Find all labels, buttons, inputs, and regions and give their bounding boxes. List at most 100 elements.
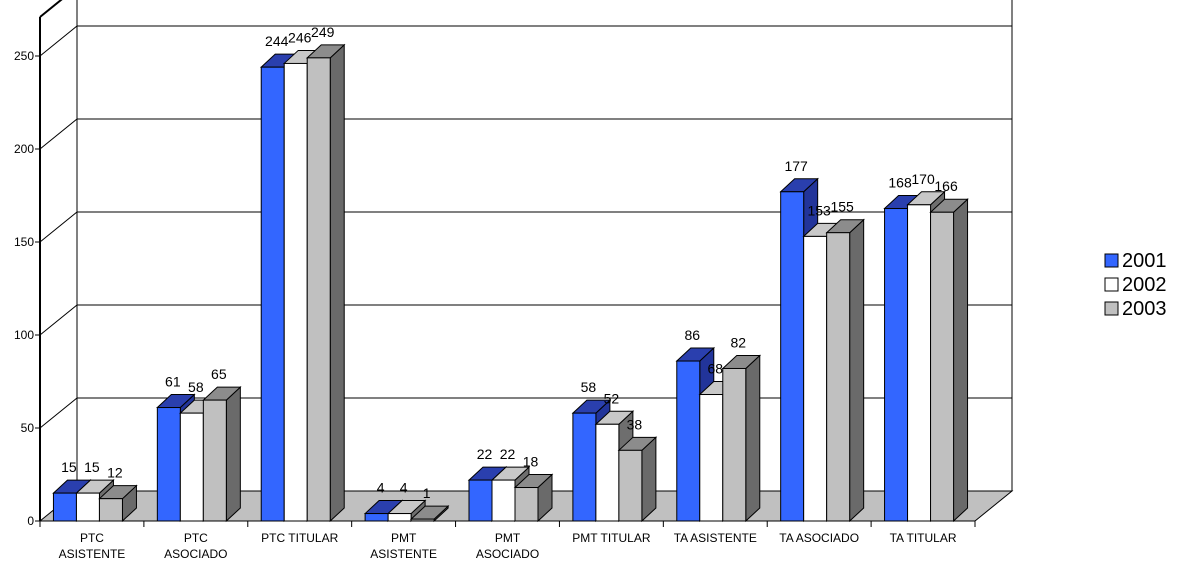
bar-front-face xyxy=(572,412,597,522)
bar-front-face xyxy=(907,204,932,522)
data-label-ta-asistente-2001: 86 xyxy=(684,327,700,343)
gridline-150 xyxy=(39,211,1012,243)
data-label-ptc-asociado-2001: 61 xyxy=(165,374,181,390)
data-label-ta-asistente-2003: 82 xyxy=(730,334,746,350)
category-labels: PTC ASISTENTE PTC ASOCIADO PTC TITULAR PMT ASI… xyxy=(59,531,957,561)
category-label-ta-asociado: TA ASOCIADO xyxy=(779,531,859,545)
bar-ptc-asistente-2003 xyxy=(98,484,138,523)
data-label-ptc-asociado-2002: 58 xyxy=(188,379,204,395)
data-label-pmt-titular-2001: 58 xyxy=(581,379,597,395)
bar-pmt-asistente-2003 xyxy=(409,504,450,523)
data-label-pmt-asistente-2002: 4 xyxy=(400,480,408,496)
gridlines xyxy=(39,25,1012,429)
bars xyxy=(52,43,969,523)
y-tick-label-250: 250 xyxy=(14,49,34,63)
data-label-ptc-titular-2003: 249 xyxy=(311,24,335,40)
gridline-200 xyxy=(39,118,1012,150)
bar-front-face xyxy=(884,208,909,522)
bar-ta-titular-2003 xyxy=(929,198,969,523)
bar-front-face xyxy=(618,449,643,522)
side-wall-top-edge xyxy=(39,0,63,18)
bar-front-face xyxy=(780,191,805,522)
bar-side-face xyxy=(329,43,345,523)
data-label-ptc-titular-2002: 246 xyxy=(288,29,312,45)
data-label-ta-asociado-2003: 155 xyxy=(830,199,854,215)
bar-front-face xyxy=(306,57,331,522)
data-label-ptc-titular-2001: 244 xyxy=(265,33,289,49)
bar-front-face xyxy=(595,423,620,522)
bar-front-face xyxy=(156,407,181,522)
bar-front-face xyxy=(387,513,412,522)
bar-ptc-asociado-2003 xyxy=(202,385,242,523)
data-label-pmt-asociado-2001: 22 xyxy=(477,446,493,462)
bar-front-face xyxy=(491,479,516,522)
bar-front-face xyxy=(930,211,955,522)
y-tick-label-150: 150 xyxy=(14,235,34,249)
bar-side-face xyxy=(225,385,241,523)
bar-front-face xyxy=(803,235,828,522)
bar-pmt-asociado-2003 xyxy=(513,473,554,523)
bar-front-face xyxy=(364,513,389,522)
data-label-ta-asociado-2001: 177 xyxy=(784,158,808,174)
bar-front-face xyxy=(676,360,701,522)
y-tick-label-100: 100 xyxy=(14,328,34,342)
data-label-pmt-asociado-2003: 18 xyxy=(523,454,539,470)
category-label-ptc-titular: PTC TITULAR xyxy=(261,531,338,545)
bar-front-face xyxy=(468,479,493,522)
bar-ta-asistente-2003 xyxy=(721,354,762,523)
data-label-ptc-asistente-2002: 15 xyxy=(84,459,100,475)
bar-side-face xyxy=(745,354,761,523)
data-label-ta-titular-2002: 170 xyxy=(911,171,935,187)
bar-front-face xyxy=(75,492,100,522)
bar-ta-asociado-2003 xyxy=(825,218,865,523)
bar-front-face xyxy=(179,412,204,522)
bar-front-face xyxy=(722,367,747,522)
y-tick-label-50: 50 xyxy=(21,421,35,435)
data-label-pmt-titular-2003: 38 xyxy=(627,416,643,432)
category-label-pmt-asociado: PMT ASOCIADO xyxy=(476,531,539,561)
bar-side-face xyxy=(641,436,657,523)
bar-side-face xyxy=(849,218,865,523)
legend-label: 2002 xyxy=(1122,274,1167,296)
bar-front-face xyxy=(283,62,308,522)
legend-label: 2001 xyxy=(1122,250,1167,272)
category-label-pmt-asistente: PMT ASISTENTE xyxy=(370,531,437,561)
legend-entry-2002: 2002 xyxy=(1104,274,1167,296)
bar-front-face xyxy=(514,487,539,522)
gridline-250 xyxy=(39,25,1012,57)
data-label-ptc-asistente-2003: 12 xyxy=(107,465,123,481)
data-label-ptc-asistente-2001: 15 xyxy=(61,459,77,475)
legend-label: 2003 xyxy=(1122,298,1167,320)
data-label-ptc-asociado-2003: 65 xyxy=(211,366,227,382)
category-label-ptc-asistente: PTC ASISTENTE xyxy=(59,531,126,561)
category-label-ta-asistente: TA ASISTENTE xyxy=(674,531,757,545)
category-label-ta-titular: TA TITULAR xyxy=(890,531,957,545)
bar-front-face xyxy=(98,498,123,522)
bar-front-face xyxy=(52,492,77,522)
bar-pmt-titular-2003 xyxy=(617,436,658,523)
legend-swatch xyxy=(1104,253,1119,268)
y-tick-label-200: 200 xyxy=(14,142,34,156)
data-label-ta-titular-2003: 166 xyxy=(934,178,958,194)
bar-front-face xyxy=(202,399,227,522)
data-label-pmt-titular-2002: 52 xyxy=(604,390,620,406)
legend-entry-2001: 2001 xyxy=(1104,250,1167,272)
y-tick-label-0: 0 xyxy=(27,514,34,528)
category-label-pmt-titular: PMT TITULAR xyxy=(572,531,651,545)
legend-swatch xyxy=(1104,301,1119,316)
bar-front-face xyxy=(826,232,851,522)
data-label-ta-asociado-2002: 153 xyxy=(807,202,831,218)
bar-front-face xyxy=(260,66,285,522)
data-label-ta-titular-2001: 168 xyxy=(888,175,912,191)
data-label-ta-asistente-2002: 68 xyxy=(707,361,723,377)
legend-swatch xyxy=(1104,277,1119,292)
legend-entry-2003: 2003 xyxy=(1104,298,1167,320)
bar-side-face xyxy=(953,198,969,523)
bar-ptc-titular-2003 xyxy=(305,43,346,523)
category-label-ptc-asociado: PTC ASOCIADO xyxy=(164,531,227,561)
bar-front-face xyxy=(699,394,724,522)
